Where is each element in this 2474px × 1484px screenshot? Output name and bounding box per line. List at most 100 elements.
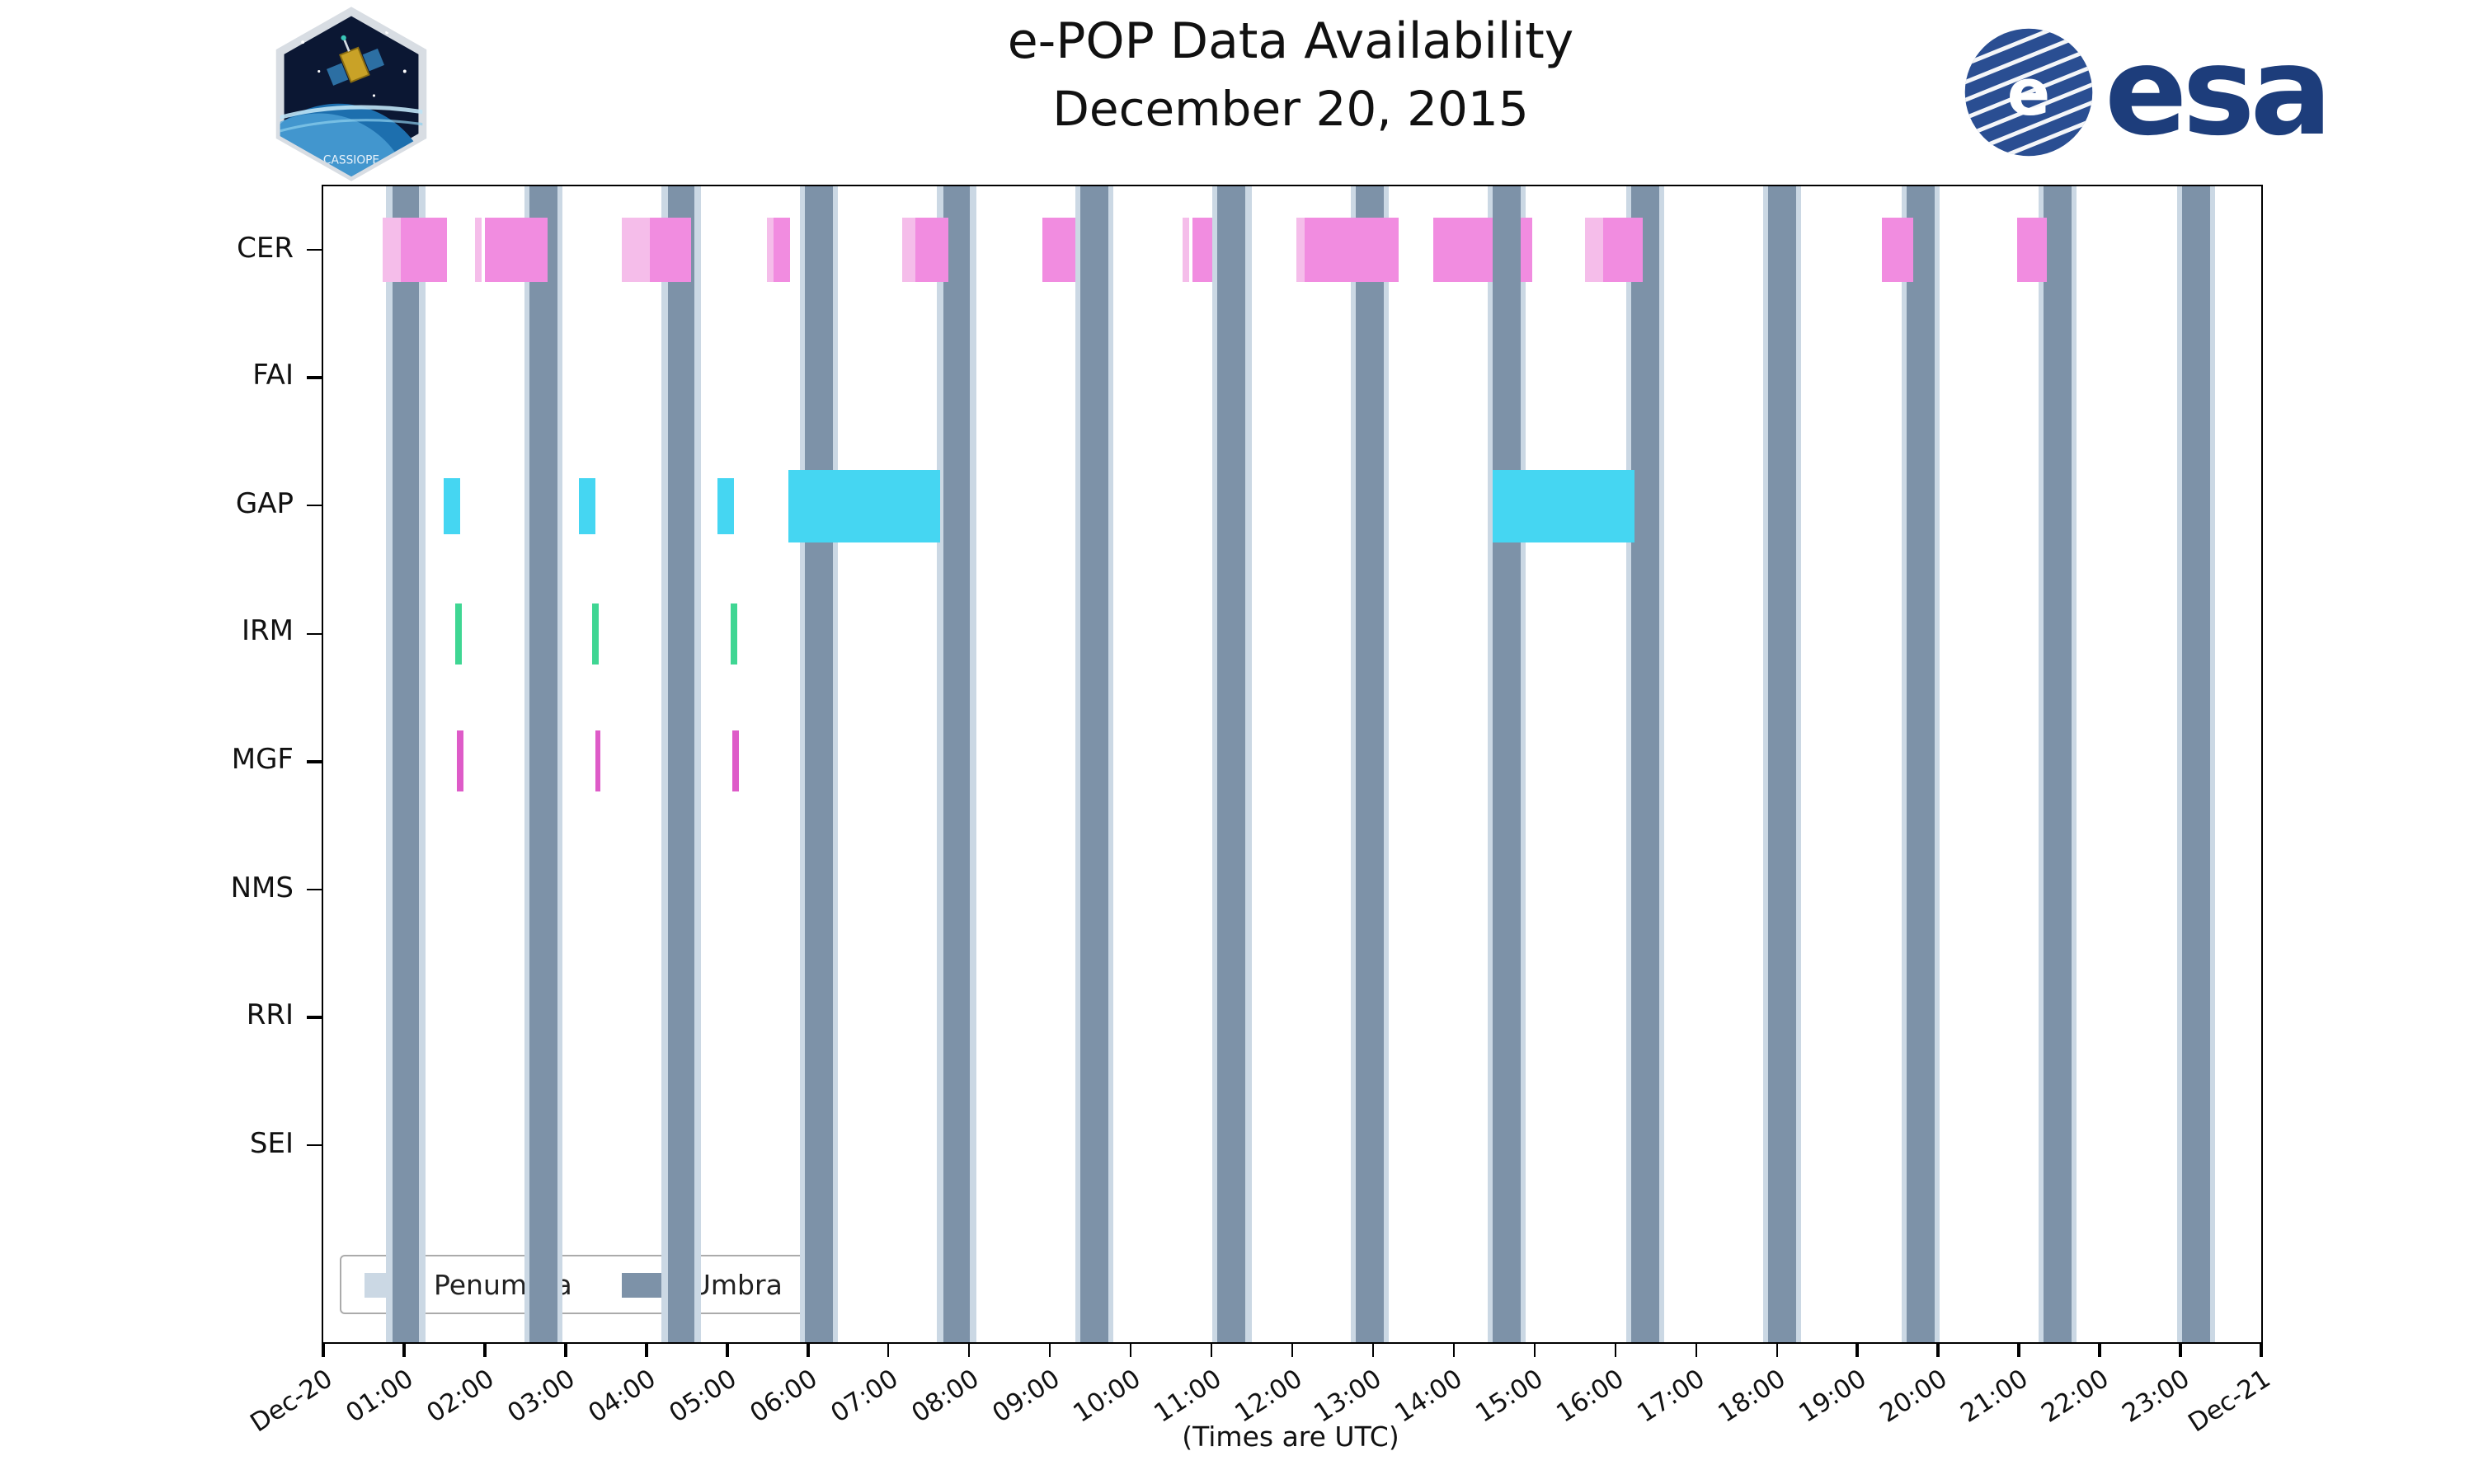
availability-bar-irm <box>730 603 737 665</box>
availability-bar-cer <box>2016 218 2048 282</box>
x-tick-label: 03:00 <box>501 1364 581 1429</box>
availability-bar-cer <box>1296 218 1305 282</box>
availability-bar-cer <box>1305 218 1399 282</box>
umbra-stripe <box>1356 186 1384 1342</box>
instrument-label-rri: RRI <box>246 999 294 1033</box>
plot-area: Penumbra Umbra CER FAI GAP IRM MGF NMS RRI SEI D… <box>231 185 2276 1438</box>
availability-bar-gap <box>579 477 595 534</box>
umbra-stripe <box>1493 186 1522 1342</box>
availability-bar-cer <box>1521 218 1533 282</box>
x-tick-label: 07:00 <box>825 1364 904 1429</box>
availability-bar-cer <box>1602 218 1644 282</box>
umbra-stripe <box>943 186 971 1342</box>
x-tick <box>564 1342 567 1357</box>
legend-label-umbra: Umbra <box>690 1269 783 1300</box>
chart-title: e-POP Data Availability <box>1007 13 1574 71</box>
x-tick-label: 04:00 <box>582 1364 661 1429</box>
x-tick <box>887 1342 890 1357</box>
x-tick <box>1129 1342 1132 1357</box>
availability-bar-gap <box>717 477 734 534</box>
x-tick <box>645 1342 648 1357</box>
y-tick <box>307 1016 322 1019</box>
availability-bar-cer <box>401 218 447 282</box>
availability-bar-cer <box>382 218 402 282</box>
availability-bar-cer <box>767 218 774 282</box>
x-tick <box>322 1342 325 1357</box>
availability-bar-gap <box>1492 469 1634 542</box>
x-tick <box>1291 1342 1294 1357</box>
umbra-stripe <box>1768 186 1796 1342</box>
instrument-label-nms: NMS <box>230 871 294 904</box>
x-tick <box>1776 1342 1778 1357</box>
x-tick <box>1614 1342 1617 1357</box>
umbra-stripe <box>805 186 833 1342</box>
legend-entry-umbra: Umbra <box>621 1269 783 1300</box>
esa-globe-e: e <box>2007 56 2050 130</box>
x-tick-label: 10:00 <box>1067 1364 1145 1429</box>
umbra-stripe <box>1080 186 1108 1342</box>
x-tick <box>483 1342 487 1357</box>
instrument-label-cer: CER <box>237 232 294 265</box>
y-tick <box>307 248 322 251</box>
availability-bar-cer <box>475 218 482 282</box>
x-tick <box>1048 1342 1051 1357</box>
x-tick-label: 08:00 <box>905 1364 984 1429</box>
instrument-label-fai: FAI <box>252 359 294 393</box>
x-tick <box>2098 1342 2101 1357</box>
availability-bar-cer <box>1585 218 1603 282</box>
instrument-label-sei: SEI <box>249 1127 294 1161</box>
availability-bar-cer <box>1042 218 1075 282</box>
availability-bar-cer <box>1882 218 1914 282</box>
y-tick <box>307 760 322 763</box>
x-tick-label: 09:00 <box>986 1364 1065 1429</box>
availability-bar-gap <box>443 477 460 534</box>
availability-bar-cer <box>649 218 692 282</box>
y-tick <box>307 632 322 636</box>
y-tick <box>307 888 322 891</box>
x-tick <box>2179 1342 2182 1357</box>
x-tick <box>1695 1342 1698 1357</box>
instrument-label-irm: IRM <box>242 615 294 649</box>
x-tick <box>726 1342 729 1357</box>
availability-bar-cer <box>901 218 915 282</box>
chart-title-block: e-POP Data Availability December 20, 201… <box>322 13 2260 137</box>
x-tick <box>1533 1342 1536 1357</box>
availability-bar-cer <box>1192 218 1213 282</box>
availability-bar-mgf <box>731 730 739 792</box>
umbra-stripe <box>1217 186 1246 1342</box>
y-tick <box>307 504 322 507</box>
x-tick <box>1210 1342 1213 1357</box>
esa-globe-icon: e <box>1964 28 2093 157</box>
x-tick-label: Dec-21 <box>2183 1364 2276 1439</box>
x-tick <box>2260 1342 2263 1357</box>
y-tick <box>307 1144 322 1147</box>
x-tick <box>967 1342 971 1357</box>
x-tick-label: 11:00 <box>1148 1364 1226 1429</box>
availability-bar-cer <box>915 218 948 282</box>
availability-bar-cer <box>485 218 548 282</box>
instrument-label-mgf: MGF <box>231 743 294 777</box>
y-tick <box>307 376 322 379</box>
availability-bar-cer <box>1433 218 1493 282</box>
axis-caption: (Times are UTC) <box>1182 1421 1399 1453</box>
x-tick-label: 05:00 <box>663 1364 742 1429</box>
x-tick <box>402 1342 406 1357</box>
cassiope-patch-label: CASSIOPE <box>323 153 379 167</box>
umbra-stripe <box>1631 186 1659 1342</box>
x-tick <box>1452 1342 1456 1357</box>
x-tick <box>1856 1342 1859 1357</box>
instrument-label-gap: GAP <box>235 487 294 521</box>
availability-bar-gap <box>788 469 941 542</box>
availability-bar-irm <box>592 603 599 665</box>
umbra-stripe <box>2182 186 2210 1342</box>
umbra-stripe <box>529 186 557 1342</box>
x-tick <box>807 1342 809 1357</box>
availability-bar-mgf <box>595 730 601 792</box>
cassiope-patch: CASSIOPE <box>269 7 434 181</box>
umbra-stripe <box>1907 186 1935 1342</box>
esa-wordmark: esa <box>2105 21 2332 163</box>
availability-bar-cer <box>621 218 650 282</box>
umbra-stripe <box>392 186 420 1342</box>
esa-logo: e esa <box>1959 21 2332 163</box>
